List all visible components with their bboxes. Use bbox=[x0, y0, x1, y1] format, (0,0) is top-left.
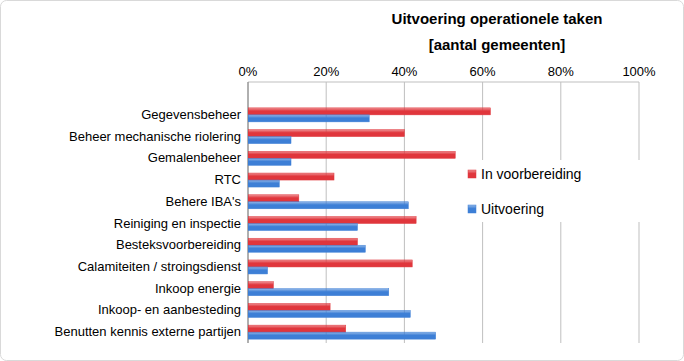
bar bbox=[248, 202, 408, 209]
category-label: Inkoop- en aanbesteding bbox=[98, 302, 241, 317]
bar bbox=[248, 282, 273, 289]
bar bbox=[248, 267, 268, 274]
legend-label: In voorbereiding bbox=[481, 166, 581, 182]
category-label: Inkoop energie bbox=[155, 281, 241, 296]
bar bbox=[248, 238, 357, 245]
subtitle: [aantal gemeenten] bbox=[429, 36, 566, 53]
chart: Uitvoering operationele taken [aantal gem… bbox=[0, 0, 684, 361]
tick-label: 20% bbox=[313, 64, 339, 79]
legend: In voorbereiding Uitvoering bbox=[462, 160, 642, 222]
bar bbox=[248, 130, 404, 137]
bar bbox=[248, 325, 346, 332]
category-label: RTC bbox=[215, 172, 241, 187]
bar bbox=[248, 310, 410, 317]
tick-label: 0% bbox=[239, 64, 258, 79]
category-label: Gemalenbeheer bbox=[148, 150, 242, 165]
tick-label: 40% bbox=[391, 64, 417, 79]
title: Uitvoering operationele taken bbox=[392, 10, 603, 27]
grid-line bbox=[404, 82, 405, 343]
legend-swatch bbox=[468, 170, 476, 178]
bar bbox=[248, 137, 291, 144]
category-label: Gegevensbeheer bbox=[141, 107, 241, 122]
bar bbox=[248, 224, 357, 231]
chart-frame bbox=[1, 1, 684, 361]
bars bbox=[248, 108, 490, 339]
tick-label: 80% bbox=[548, 64, 574, 79]
bar bbox=[248, 260, 412, 267]
bar bbox=[248, 217, 416, 224]
category-label: Reiniging en inspectie bbox=[114, 216, 241, 231]
bar bbox=[248, 332, 436, 339]
bar bbox=[248, 151, 455, 158]
bar bbox=[248, 115, 369, 122]
category-label: Behere IBA's bbox=[166, 194, 242, 209]
bar bbox=[248, 158, 291, 165]
legend-label: Uitvoering bbox=[481, 201, 544, 217]
tick-label: 100% bbox=[622, 64, 656, 79]
axis-line bbox=[248, 82, 639, 83]
bar bbox=[248, 173, 334, 180]
bar bbox=[248, 180, 279, 187]
tick-label: 60% bbox=[470, 64, 496, 79]
legend-box bbox=[462, 160, 642, 222]
bar bbox=[248, 289, 389, 296]
bar bbox=[248, 108, 490, 115]
bar bbox=[248, 303, 330, 310]
category-label: Calamiteiten / stroingsdienst bbox=[78, 259, 242, 274]
category-label: Beheer mechanische riolering bbox=[69, 129, 241, 144]
category-label: Besteksvoorbereiding bbox=[116, 237, 241, 252]
bar bbox=[248, 195, 299, 202]
category-label: Benutten kennis externe partijen bbox=[55, 324, 241, 339]
legend-swatch bbox=[468, 205, 476, 213]
bar bbox=[248, 245, 365, 252]
